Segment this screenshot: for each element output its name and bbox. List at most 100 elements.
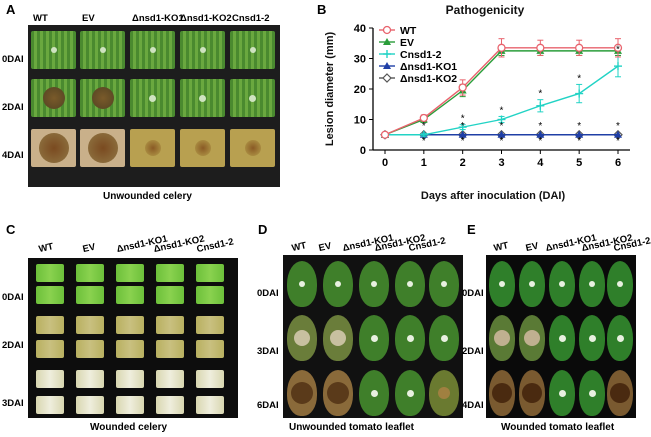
celery-segment <box>76 264 104 282</box>
significance-asterisk: * <box>422 121 426 132</box>
celery-segment <box>76 316 104 334</box>
y-tick-label: 30 <box>354 54 366 66</box>
celery-segment <box>196 286 224 304</box>
significance-asterisk: * <box>500 136 504 147</box>
lesion-spot <box>42 87 65 109</box>
data-point <box>575 43 584 52</box>
column-label: WT <box>492 240 510 254</box>
inoculation-spot <box>299 281 305 287</box>
celery-segment <box>196 340 224 358</box>
column-label: EV <box>82 13 95 24</box>
celery-segment <box>36 286 64 304</box>
celery-segment <box>196 264 224 282</box>
row-label: 0DAI <box>2 292 24 303</box>
inoculation-spot <box>589 281 595 287</box>
celery-segment <box>76 340 104 358</box>
row-label: 4DAI <box>2 150 24 161</box>
data-point <box>419 113 428 123</box>
legend-label: Cnsd1-2 <box>400 49 442 61</box>
data-point <box>614 130 622 138</box>
chart-y-axis-label: Lesion diameter (mm) <box>324 32 336 147</box>
row-label: 2DAI <box>462 346 484 357</box>
celery-segment <box>36 370 64 388</box>
chart-x-axis-label: Days after inoculation (DAI) <box>421 190 566 202</box>
y-tick-label: 20 <box>354 84 366 96</box>
row-label: 2DAI <box>2 102 24 113</box>
significance-asterisk: * <box>538 89 542 100</box>
x-tick-label: 3 <box>498 157 504 169</box>
inoculation-spot <box>441 281 447 287</box>
x-tick-label: 6 <box>615 157 621 169</box>
significance-asterisk: * <box>577 73 581 84</box>
celery-segment <box>156 316 184 334</box>
celery-segment <box>156 340 184 358</box>
row-label: 6DAI <box>257 400 279 411</box>
row-label: 2DAI <box>2 340 24 351</box>
legend-marker <box>383 62 391 69</box>
panel-a-label: A <box>6 2 16 17</box>
inoculation-spot <box>406 389 414 397</box>
panel-a-caption: Unwounded celery <box>103 191 192 202</box>
legend-label: Δnsd1-KO2 <box>400 73 457 85</box>
celery-segment <box>116 316 144 334</box>
inoculation-spot <box>407 281 413 287</box>
celery-segment <box>156 370 184 388</box>
celery-segment <box>36 264 64 282</box>
row-label: 3DAI <box>257 346 279 357</box>
column-label: EV <box>81 241 97 255</box>
significance-asterisk: * <box>616 136 620 147</box>
data-point <box>536 43 545 52</box>
x-tick-label: 1 <box>421 157 427 169</box>
inoculation-spot <box>610 383 630 403</box>
legend-label: WT <box>400 25 417 37</box>
lesion-spot <box>144 140 161 156</box>
column-label: Δnsd1-KO1 <box>132 13 184 24</box>
column-label: Cnsd1-2 <box>232 13 270 24</box>
lesion-spot <box>194 140 211 156</box>
legend-marker <box>383 38 391 45</box>
panel-d-label: D <box>258 222 268 237</box>
significance-asterisk: * <box>538 136 542 147</box>
celery-segment <box>196 370 224 388</box>
inoculation-spot <box>440 334 448 342</box>
x-tick-label: 5 <box>576 157 582 169</box>
inoculation-spot <box>558 334 566 342</box>
significance-asterisk: * <box>538 121 542 132</box>
legend-label: Δnsd1-KO1 <box>400 61 457 73</box>
celery-segment <box>196 396 224 414</box>
celery-segment <box>156 286 184 304</box>
celery-segment <box>116 340 144 358</box>
legend-marker <box>382 73 392 83</box>
inoculation-spot <box>522 383 542 403</box>
significance-asterisk: * <box>577 136 581 147</box>
inoculation-spot <box>330 330 346 346</box>
lesion-spot <box>38 133 69 163</box>
celery-segment <box>116 286 144 304</box>
celery-segment <box>156 396 184 414</box>
inoculation-spot <box>588 389 596 397</box>
inoculation-spot <box>494 330 510 346</box>
lesion-spot <box>199 47 206 53</box>
celery-segment <box>36 340 64 358</box>
lesion-spot <box>249 47 256 53</box>
chart-title: Pathogenicity <box>446 3 525 17</box>
y-tick-label: 40 <box>354 23 366 35</box>
data-point <box>497 130 506 138</box>
row-label: 4DAI <box>462 400 484 411</box>
celery-segment <box>76 370 104 388</box>
inoculation-spot <box>294 330 310 346</box>
lesion-spot <box>149 47 156 53</box>
significance-asterisk: * <box>616 44 620 55</box>
significance-asterisk: * <box>422 136 426 147</box>
inoculation-spot <box>335 281 341 287</box>
column-label: WT <box>37 241 55 255</box>
panel-e-photo <box>486 255 636 418</box>
inoculation-spot <box>499 281 505 287</box>
data-point <box>458 83 467 92</box>
celery-segment <box>156 264 184 282</box>
panel-e-caption: Wounded tomato leaflet <box>501 422 615 433</box>
data-point <box>458 130 467 138</box>
inoculation-spot <box>559 281 565 287</box>
inoculation-spot <box>291 382 313 404</box>
data-point <box>575 130 584 138</box>
